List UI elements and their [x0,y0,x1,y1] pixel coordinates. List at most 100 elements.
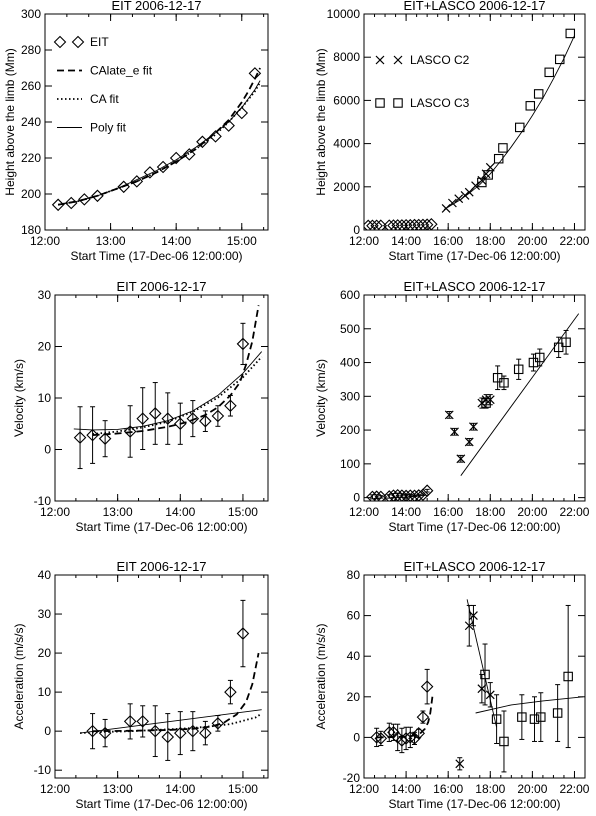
series-eit [366,484,434,501]
legend-label: LASCO C2 [410,53,470,67]
x-axis-label: Start Time (17-Dec-06 12:00:00) [388,520,560,534]
x-axis-label: Start Time (17-Dec-06 12:00:00) [70,249,242,263]
plot-frame [363,294,586,502]
x-tick-label: 14:00 [165,505,195,519]
data-point [533,89,544,99]
x-tick-label: 12:00 [349,234,379,248]
data-point [563,671,573,682]
data-point [492,372,503,383]
series-lasco-c3 [480,604,573,773]
y-tick-label: 0 [353,730,360,744]
y-tick-label: 300 [340,389,360,403]
data-point [420,484,434,497]
y-tick-label: 260 [21,79,41,93]
x-tick-label: 13:00 [103,505,133,519]
x-tick-label: 14:00 [391,505,421,519]
data-point [464,437,474,447]
fit-line-fit [443,35,575,210]
legend-marker [375,98,385,108]
data-point [499,736,509,747]
plot-frame [54,294,269,502]
data-point [544,67,554,78]
data-point [186,412,200,425]
plot-data [73,305,263,470]
y-tick-label: 500 [340,322,360,336]
data-point [370,731,383,744]
x-tick-label: 22:00 [559,782,589,796]
data-point [491,714,502,724]
data-point [211,717,225,730]
series-lasco-c3 [477,28,576,188]
data-point [370,490,383,501]
fit-line-c3-fit [475,696,583,714]
x-tick-label: 12:00 [40,782,70,796]
data-point [481,398,491,408]
legend-marker [53,35,67,49]
legend-marker [393,55,403,65]
y-tick-label: 220 [21,151,41,165]
legend-marker [393,98,403,108]
data-point [425,217,438,230]
x-tick-label: 16:00 [433,782,463,796]
plot-data [51,67,262,212]
series-eit [370,668,434,754]
data-point [236,627,250,640]
data-point [366,219,379,230]
x-tick-label: 14:00 [391,782,421,796]
plot-data [366,313,580,501]
y-tick-label: -20 [343,771,361,785]
chart-panel-2: EIT+LASCO 2006-12-17 12:00 14:00 16:00 18:00… [314,0,590,263]
legend-label: CAlate_e fit [90,64,153,78]
legend-marker [375,55,385,65]
data-point [493,153,504,164]
data-point [534,352,545,363]
data-point [477,177,487,188]
data-point [554,54,565,65]
legend-panel-2: LASCO C2 LASCO C3 [375,53,470,110]
legend-label: Poly fit [90,121,127,135]
y-axis-label: Height above the limb (Mm) [314,48,328,195]
legend-label: LASCO C3 [410,96,470,110]
data-point [513,364,524,375]
x-tick-label: 20:00 [517,234,547,248]
plot-data [364,28,576,230]
y-tick-label: 20 [38,340,52,354]
data-point [412,218,426,230]
x-tick-label: 12:00 [349,782,379,796]
y-tick-label: 600 [340,288,360,302]
chart-title: EIT 2006-12-17 [116,559,206,574]
data-point [455,759,465,769]
data-point [73,431,87,444]
x-axis-label: Start Time (17-Dec-06 12:00:00) [75,520,247,534]
x-tick-label: 12:00 [30,234,60,248]
data-point [456,454,466,464]
data-point [148,407,162,420]
series-eit [364,217,438,230]
plot-frame [363,13,586,231]
fit-line-ca-fit [92,356,263,435]
data-point [404,218,417,230]
data-point [86,428,99,442]
x-tick-label: 18:00 [475,234,505,248]
y-axis-label: Acceleration (m/s/s) [12,623,26,729]
data-point [525,101,536,111]
plot-data [370,599,583,773]
plot-frame [54,574,269,779]
data-point [136,412,149,425]
fit-line-c2-fit [466,599,498,728]
data-point [224,685,237,699]
data-point [186,724,200,738]
data-point [364,219,375,230]
data-point [370,219,383,230]
data-point [469,422,478,432]
y-tick-label: 400 [340,356,360,370]
data-point [454,194,464,204]
data-point [464,621,474,631]
y-tick-label: 180 [21,223,41,237]
data-point [199,726,212,740]
data-point [471,181,480,191]
data-point [416,488,430,501]
data-point [450,427,459,437]
data-point [485,690,495,700]
